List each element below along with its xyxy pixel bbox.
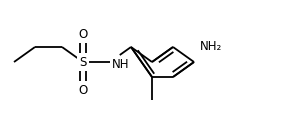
Text: NH₂: NH₂ [200, 40, 222, 54]
Text: NH: NH [112, 58, 130, 72]
Text: O: O [78, 83, 88, 97]
Text: O: O [78, 28, 88, 40]
Text: S: S [79, 56, 87, 68]
